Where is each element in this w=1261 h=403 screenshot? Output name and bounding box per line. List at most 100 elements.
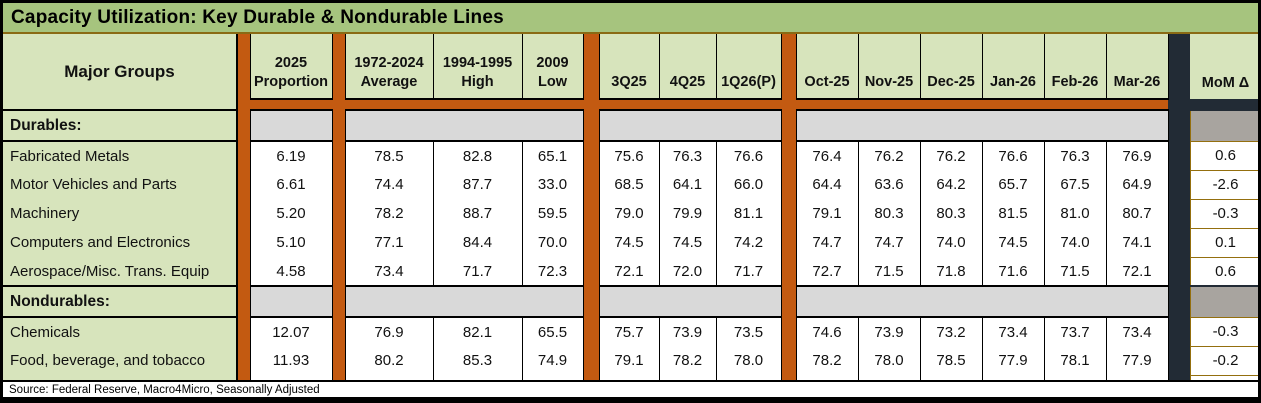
value-cell: 78.2 — [795, 346, 859, 375]
orange-separator — [781, 141, 796, 170]
value-cell: 76.9 — [1105, 141, 1169, 170]
value-cell: 82.1 — [432, 317, 523, 346]
value-cell: 78.0 — [715, 346, 782, 375]
filler-cell — [249, 375, 333, 381]
value-cell: 73.4 — [981, 317, 1045, 346]
orange-separator — [583, 346, 599, 375]
orange-separator — [332, 199, 345, 228]
value-cell: 73.9 — [857, 317, 921, 346]
orange-separator — [583, 199, 599, 228]
value-cell: 71.5 — [857, 257, 921, 286]
value-cell: 33.0 — [521, 170, 584, 199]
value-cell: 73.5 — [715, 317, 782, 346]
value-cell: 71.7 — [715, 257, 782, 286]
source-note: Source: Federal Reserve, Macro4Micro, Se… — [3, 380, 1258, 397]
value-cell: 59.5 — [521, 199, 584, 228]
orange-separator — [781, 375, 796, 381]
dark-separator — [1168, 199, 1190, 228]
mom-cell: 0.6 — [1189, 256, 1258, 287]
row-label: Fabricated Metals — [3, 141, 238, 170]
orange-separator — [237, 110, 250, 141]
value-cell: 64.1 — [658, 170, 717, 199]
row-label: Aerospace/Misc. Trans. Equip — [3, 257, 238, 286]
orange-separator — [237, 141, 250, 170]
value-cell: 74.7 — [857, 228, 921, 257]
value-cell: 65.5 — [521, 317, 584, 346]
major-groups-header: Major Groups — [3, 34, 238, 111]
orange-separator — [583, 170, 599, 199]
col-header: 3Q25 — [598, 34, 660, 100]
orange-band — [1044, 99, 1106, 110]
value-cell: 74.6 — [795, 317, 859, 346]
filler-cell — [521, 375, 584, 381]
value-cell: 5.20 — [249, 199, 333, 228]
mom-cell: 0.1 — [1189, 227, 1258, 258]
value-cell: 71.8 — [919, 257, 983, 286]
col-header: 1994-1995 High — [432, 34, 523, 100]
group-band-cell — [344, 109, 584, 142]
data-table: Major Groups 2025 Proportion 1972-2024 Avera… — [3, 34, 1258, 397]
orange-band — [1106, 99, 1168, 110]
value-cell: 72.1 — [598, 257, 660, 286]
col-header: 4Q25 — [658, 34, 717, 100]
orange-band — [345, 99, 433, 110]
value-cell: 64.4 — [795, 170, 859, 199]
mom-cell: -0.2 — [1189, 345, 1258, 376]
value-cell: 64.2 — [919, 170, 983, 199]
col-header: Nov-25 — [857, 34, 921, 100]
value-cell: 72.7 — [795, 257, 859, 286]
group-band-cell — [249, 285, 333, 318]
value-cell: 75.7 — [598, 317, 660, 346]
col-header: Jan-26 — [981, 34, 1045, 100]
col-header: 1972-2024 Average — [344, 34, 434, 100]
orange-separator — [583, 257, 599, 286]
filler-cell — [1105, 375, 1169, 381]
orange-separator — [237, 34, 250, 99]
value-cell: 4.58 — [249, 257, 333, 286]
group-band-mom-cell — [1189, 109, 1258, 142]
value-cell: 6.19 — [249, 141, 333, 170]
value-cell: 64.9 — [1105, 170, 1169, 199]
value-cell: 76.6 — [715, 141, 782, 170]
orange-band — [433, 99, 522, 110]
orange-separator — [583, 110, 599, 141]
value-cell: 11.93 — [249, 346, 333, 375]
value-cell: 81.0 — [1043, 199, 1107, 228]
value-cell: 76.9 — [344, 317, 434, 346]
orange-separator — [781, 286, 796, 317]
orange-separator — [781, 199, 796, 228]
orange-separator — [781, 34, 796, 99]
value-cell: 87.7 — [432, 170, 523, 199]
group-band-mom-cell — [1189, 285, 1258, 318]
dark-separator — [1168, 346, 1190, 375]
value-cell: 76.2 — [919, 141, 983, 170]
value-cell: 63.6 — [857, 170, 921, 199]
value-cell: 81.5 — [981, 199, 1045, 228]
orange-separator — [237, 228, 250, 257]
group-band-cell — [795, 285, 1169, 318]
orange-separator — [332, 375, 345, 381]
orange-separator — [332, 286, 345, 317]
value-cell: 72.1 — [1105, 257, 1169, 286]
value-cell: 76.3 — [1043, 141, 1107, 170]
value-cell: 78.0 — [857, 346, 921, 375]
orange-separator — [781, 346, 796, 375]
orange-separator — [237, 375, 250, 381]
orange-band — [332, 99, 345, 110]
value-cell: 79.1 — [795, 199, 859, 228]
orange-band — [796, 99, 858, 110]
filler-cell — [715, 375, 782, 381]
dark-band — [1190, 99, 1258, 110]
value-cell: 6.61 — [249, 170, 333, 199]
value-cell: 84.4 — [432, 228, 523, 257]
orange-separator — [781, 317, 796, 346]
orange-band — [599, 99, 659, 110]
value-cell: 79.1 — [598, 346, 660, 375]
orange-separator — [332, 34, 345, 99]
value-cell: 65.1 — [521, 141, 584, 170]
value-cell: 79.0 — [598, 199, 660, 228]
value-cell: 78.1 — [1043, 346, 1107, 375]
orange-band — [237, 99, 250, 110]
mom-cell: -0.3 — [1189, 198, 1258, 229]
value-cell: 80.3 — [919, 199, 983, 228]
